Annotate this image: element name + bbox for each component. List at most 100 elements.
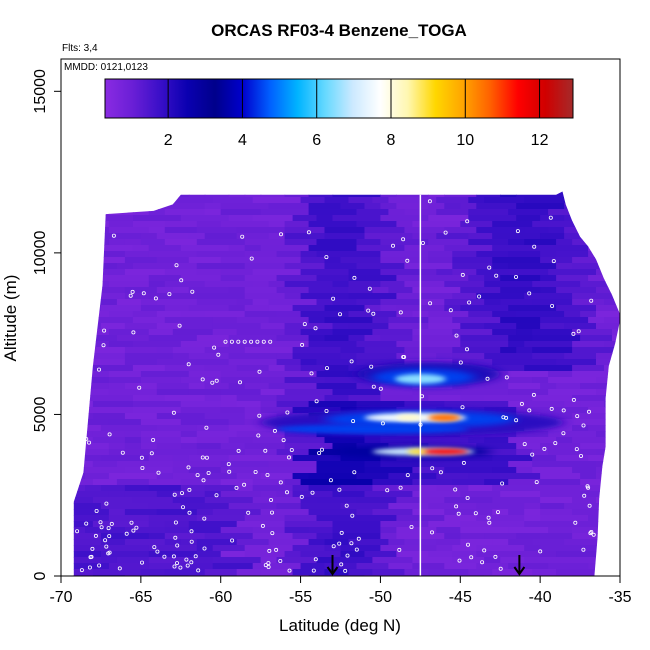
sample-point (255, 339, 260, 344)
sample-point (494, 273, 499, 278)
sample-point (253, 469, 258, 474)
sample-point (339, 562, 344, 567)
sample-point (130, 289, 135, 294)
sample-point (349, 359, 354, 364)
sample-point (398, 485, 403, 490)
sample-point (155, 549, 160, 554)
sample-point (186, 362, 191, 367)
sample-point (591, 532, 596, 537)
sample-point (551, 259, 556, 264)
sample-point (456, 511, 461, 516)
sample-point (343, 568, 348, 573)
sample-point (465, 219, 470, 224)
sample-point (581, 423, 586, 428)
sample-point (300, 342, 305, 347)
sample-point (94, 508, 99, 513)
sample-point (234, 485, 239, 490)
sample-point (550, 303, 555, 308)
sample-point (242, 482, 247, 487)
sample-point (152, 545, 157, 550)
sample-point (107, 432, 112, 437)
sample-point (256, 433, 261, 438)
sample-point (515, 229, 520, 234)
sample-point (582, 493, 587, 498)
sample-point (390, 243, 395, 248)
sample-point (519, 401, 524, 406)
sample-point (531, 392, 536, 397)
sample-point (314, 399, 319, 404)
sample-point (174, 263, 179, 268)
sample-point (79, 568, 84, 573)
sample-point (201, 478, 206, 483)
sample-point (581, 547, 586, 552)
sample-point (216, 352, 221, 357)
sample-point (204, 425, 209, 430)
sample-point (84, 521, 89, 526)
sample-point (349, 541, 354, 546)
sample-point (86, 200, 91, 205)
sample-point (106, 526, 111, 531)
colorbar-tick-label: 12 (531, 132, 549, 149)
sample-point (549, 406, 554, 411)
sample-point (173, 520, 178, 525)
y-tick-label: 5000 (32, 397, 49, 433)
sample-point (140, 465, 145, 470)
sample-point (405, 473, 410, 478)
sample-point (331, 544, 336, 549)
sample-point (367, 286, 372, 291)
sample-point (187, 487, 192, 492)
y-tick-label: 10000 (32, 231, 49, 276)
sample-point (257, 369, 262, 374)
y-axis: 0 5000 10000 15000 (32, 69, 61, 580)
sample-point (351, 419, 356, 424)
sample-point (482, 548, 487, 553)
sample-point (202, 516, 207, 521)
sample-point (344, 503, 349, 508)
sample-point (193, 554, 198, 559)
sample-point (369, 364, 374, 369)
sample-point (532, 244, 537, 249)
sample-point (467, 300, 472, 305)
sample-point (237, 380, 242, 385)
sample-point (429, 530, 434, 535)
sample-point (498, 566, 503, 571)
sample-point (120, 450, 125, 455)
sample-point (460, 405, 465, 410)
sample-point (278, 480, 283, 485)
sample-point (87, 440, 92, 445)
sample-point (587, 409, 592, 414)
sample-point (227, 469, 232, 474)
sample-point (229, 339, 234, 344)
sample-point (458, 360, 463, 365)
x-tick-label: -50 (369, 589, 392, 606)
sample-point (97, 563, 102, 568)
sample-point (263, 448, 268, 453)
sample-point (319, 447, 324, 452)
sample-point (153, 296, 158, 301)
sample-point (212, 345, 217, 350)
sample-point (285, 410, 290, 415)
sample-point (350, 513, 355, 518)
sample-point (352, 470, 357, 475)
sample-point (486, 515, 491, 520)
sample-point (214, 493, 219, 498)
sample-point (268, 497, 273, 502)
sample-point (106, 551, 111, 556)
sample-point (530, 452, 535, 457)
x-tick-label: -40 (529, 589, 552, 606)
sample-point (202, 546, 207, 551)
sample-point (257, 413, 262, 418)
sample-point (345, 553, 350, 558)
sample-point (178, 565, 183, 570)
sample-point (179, 278, 184, 283)
sample-point (274, 547, 279, 552)
sample-point (465, 542, 470, 547)
sample-point (430, 466, 435, 471)
sample-point (500, 481, 505, 486)
sample-point (337, 541, 342, 546)
y-axis-label: Altitude (m) (1, 275, 20, 362)
sample-point (272, 428, 277, 433)
sample-point (356, 536, 361, 541)
sample-point (579, 453, 584, 458)
sample-point (240, 234, 245, 239)
